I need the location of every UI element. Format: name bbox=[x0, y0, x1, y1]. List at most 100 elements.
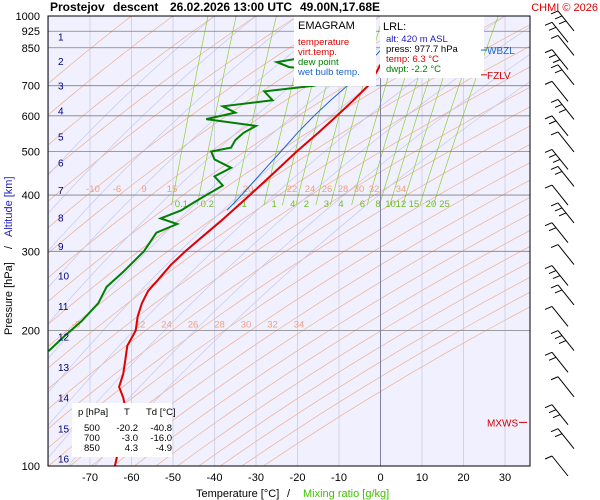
pressure-tick-label: 850 bbox=[22, 43, 40, 55]
plot-frame bbox=[47, 15, 531, 467]
theta-label: 15 bbox=[167, 184, 178, 195]
dry-adiabat bbox=[198, 261, 530, 466]
wind-barb bbox=[544, 265, 569, 286]
table-row-t: -20.2 bbox=[116, 423, 138, 434]
altitude-tick-label: 2 bbox=[58, 57, 64, 68]
mixing-ratio-label: 3 bbox=[324, 199, 329, 210]
altitude-tick-label: 8 bbox=[58, 213, 64, 224]
mixing-ratio-line bbox=[196, 16, 237, 206]
header-mode: descent bbox=[113, 0, 158, 14]
theta-label: -6 bbox=[113, 184, 121, 195]
pressure-tick-label: 400 bbox=[22, 190, 40, 202]
dry-adiabat bbox=[134, 213, 530, 466]
temperature-tick-label: -20 bbox=[290, 472, 306, 484]
mixing-ratio-label: 2 bbox=[304, 199, 309, 210]
table-row-p: 500 bbox=[84, 423, 100, 434]
copyright: CHMI © 2026 bbox=[531, 2, 598, 14]
theta-labels: -6 22 24 26 28 30 32 34-10 -6 9 15 20 22 24 26 28 30 32 34 bbox=[72, 184, 407, 330]
dry-adiabat bbox=[91, 179, 530, 466]
mixing-ratio-label: 4 bbox=[338, 199, 343, 210]
mixing-ratio-label: 10 bbox=[385, 199, 396, 210]
pressure-tick-label: 200 bbox=[22, 326, 40, 338]
mxws-label: MXWS bbox=[487, 418, 518, 429]
lrl-box: LRL: alt: 420 m ASL press: 977.7 hPa tem… bbox=[380, 16, 484, 78]
theta-label: 30 bbox=[241, 320, 252, 331]
legend-wet-bulb: wet bulb temp. bbox=[297, 67, 360, 78]
wind-barb bbox=[550, 35, 575, 56]
table-row-td: -40.8 bbox=[150, 423, 172, 434]
wind-barb bbox=[544, 351, 569, 373]
mixing-ratio-labels: 0.1 0.2 1 1 4 2 3 4 6 8 10 12 15 20 25 bbox=[175, 199, 450, 210]
y-axis-label-altitude: Altitude [km] bbox=[3, 176, 15, 237]
theta-label: 34 bbox=[294, 320, 305, 331]
plot-area bbox=[48, 16, 530, 466]
temperature-ticks: -70 -60 -50 -40 -30 -20 -10 0 10 20 30 bbox=[82, 472, 511, 484]
pressure-tick-label: 925 bbox=[22, 26, 40, 38]
altitude-tick-label: 14 bbox=[58, 393, 70, 404]
wind-barb bbox=[550, 202, 575, 224]
temperature-tick-label: 30 bbox=[499, 472, 511, 484]
theta-label: 22 bbox=[135, 320, 146, 331]
lrl-dwpt: dwpt: -2.2 °C bbox=[386, 64, 441, 75]
mixing-ratio-label: 20 bbox=[426, 199, 437, 210]
wind-barb bbox=[550, 428, 575, 449]
wind-barb bbox=[550, 131, 575, 153]
x-axis-label-mixing: Mixing ratio [g/kg] bbox=[303, 488, 389, 500]
wind-barb bbox=[550, 330, 575, 351]
wind-barb bbox=[550, 244, 575, 265]
theta-label: -10 bbox=[86, 184, 100, 195]
pressure-tick-label: 300 bbox=[22, 246, 40, 258]
legend-title: EMAGRAM bbox=[298, 20, 355, 32]
dry-adiabat bbox=[48, 106, 530, 430]
table-header-td: Td [°C] bbox=[146, 407, 176, 418]
wind-barb bbox=[544, 404, 569, 426]
wind-barb bbox=[550, 284, 575, 306]
altitude-tick-label: 15 bbox=[58, 425, 70, 436]
table-row-t: -3.0 bbox=[122, 433, 138, 444]
temperature-tick-label: 20 bbox=[457, 472, 469, 484]
y-axis-label: Pressure [hPa] bbox=[3, 262, 15, 335]
theta-label: 22 bbox=[287, 184, 298, 195]
legend-temperature: temperature bbox=[298, 37, 349, 48]
mixing-ratio-line bbox=[171, 16, 209, 206]
pressure-tick-label: 700 bbox=[22, 81, 40, 93]
table-row-p: 700 bbox=[84, 433, 100, 444]
wind-barb bbox=[550, 165, 575, 187]
mixing-ratio-label: 1 bbox=[241, 199, 246, 210]
wbzl-label: WBZL bbox=[487, 46, 515, 57]
x-axis-label-separator: / bbox=[287, 488, 291, 500]
theta-label: 32 bbox=[369, 184, 380, 195]
theta-label: 24 bbox=[305, 184, 316, 195]
table-row-td: -16.0 bbox=[150, 433, 172, 444]
pressure-tick-label: 100 bbox=[22, 461, 40, 473]
lrl-alt: alt: 420 m ASL bbox=[386, 34, 448, 45]
table-row-p: 850 bbox=[84, 443, 100, 454]
wind-barb bbox=[544, 80, 569, 102]
altitude-tick-label: 3 bbox=[58, 82, 64, 93]
pressure-tick-label: 500 bbox=[22, 146, 40, 158]
altitude-tick-label: 7 bbox=[58, 186, 64, 197]
wind-barb bbox=[544, 184, 569, 206]
header-datetime: 26.02.2026 13:00 UTC bbox=[170, 0, 292, 14]
dry-adiabat bbox=[177, 246, 530, 466]
mixing-ratio-label: 25 bbox=[439, 199, 450, 210]
lrl-title: LRL: bbox=[383, 21, 406, 33]
altitude-tick-label: 12 bbox=[58, 332, 70, 343]
wind-strip bbox=[530, 16, 600, 466]
lrl-temp: temp: 6.3 °C bbox=[386, 54, 439, 65]
mixing-ratio-line bbox=[233, 16, 277, 206]
table-header-p: p [hPa] bbox=[78, 407, 108, 418]
header-coords: 49.00N,17.68E bbox=[300, 0, 380, 14]
temperature-tick-label: 10 bbox=[416, 472, 428, 484]
mixing-ratio-label: 4 bbox=[290, 199, 295, 210]
dry-adiabat bbox=[112, 196, 530, 466]
moist-adiabat bbox=[67, 53, 530, 466]
dry-adiabat bbox=[69, 162, 530, 466]
dry-adiabat bbox=[48, 125, 530, 449]
dry-adiabat bbox=[155, 230, 530, 466]
dry-adiabat bbox=[220, 276, 530, 466]
temperature-tick-label: 0 bbox=[377, 472, 383, 484]
mixing-ratio-label: 8 bbox=[375, 199, 380, 210]
lrl-press: press: 977.7 hPa bbox=[386, 44, 459, 55]
